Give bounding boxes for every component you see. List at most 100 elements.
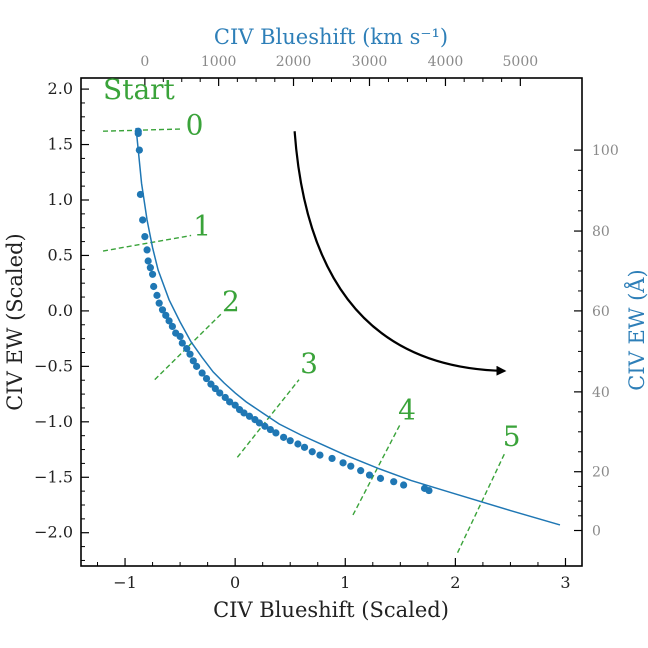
annotation-label: 2 [222, 285, 240, 318]
data-point [198, 369, 206, 377]
data-point [144, 257, 152, 265]
data-point [226, 398, 234, 406]
data-point [202, 374, 211, 383]
y-tick-label: 0.5 [48, 245, 73, 264]
annotation-label: 0 [186, 109, 204, 142]
data-point [357, 467, 365, 475]
direction-arrow [293, 131, 507, 376]
data-point [143, 246, 151, 254]
model-curve [135, 127, 561, 526]
data-point [155, 299, 163, 307]
top-tick-label: 0 [140, 54, 149, 70]
data-point [316, 451, 324, 459]
right-tick-label: 20 [592, 465, 610, 481]
annotation-line [102, 234, 192, 252]
data-point [261, 422, 269, 430]
right-y-axis-label: CIV EW (Å) [624, 269, 648, 390]
y-tick-label: 0.0 [48, 301, 73, 320]
data-point [376, 474, 385, 482]
y-tick-label: −1.5 [34, 467, 73, 486]
data-point [139, 216, 147, 224]
y-tick-label: −1.0 [34, 412, 73, 431]
arrow-path [293, 131, 507, 376]
top-tick-label: 4000 [428, 54, 464, 70]
data-point [294, 440, 302, 448]
data-point [211, 384, 219, 393]
data-point [216, 389, 224, 397]
y-axis-label: CIV EW (Scaled) [3, 233, 27, 410]
data-point [400, 481, 408, 489]
data-point [134, 129, 142, 138]
data-point [158, 306, 167, 314]
top-tick-label: 5000 [503, 54, 539, 70]
data-point [339, 459, 347, 467]
right-tick-label: 60 [592, 304, 610, 320]
annotation-label: 3 [300, 347, 318, 380]
data-point [308, 448, 316, 456]
data-point [272, 429, 280, 437]
data-point [328, 454, 336, 463]
annotation-line [236, 379, 300, 458]
data-point [189, 357, 197, 365]
x-tick-label: −1 [113, 573, 137, 592]
annotation-line [352, 423, 401, 516]
data-point [178, 339, 186, 347]
data-point [390, 478, 398, 486]
axis-ticks [81, 78, 582, 566]
x-tick-label: 3 [560, 573, 570, 592]
data-point [135, 146, 143, 154]
top-tick-label: 1000 [201, 54, 237, 70]
y-tick-label: −0.5 [34, 356, 73, 375]
annotation-lines: 0 1 2 3 4 5 [102, 109, 521, 553]
data-point [280, 433, 288, 441]
y-tick-label: −2.0 [34, 523, 73, 542]
data-point [207, 380, 215, 388]
data-point [193, 362, 201, 370]
top-tick-label: 3000 [352, 54, 388, 70]
right-tick-label: 100 [592, 143, 619, 159]
annotation-line [456, 452, 506, 553]
right-tick-label: 0 [592, 524, 601, 540]
data-point [162, 311, 170, 319]
x-tick-label: 1 [340, 573, 350, 592]
top-tick-label: 2000 [276, 54, 312, 70]
data-point [245, 412, 254, 420]
annotation-line [103, 128, 181, 132]
data-point [153, 291, 161, 299]
right-tick-label: 40 [592, 385, 610, 401]
data-point [176, 332, 184, 341]
tick-labels: −1 0 1 2 3−2.0−1.5−1.0−0.50.00.51.01.52.00 10… [34, 54, 619, 592]
data-point [240, 409, 248, 417]
data-point [165, 317, 173, 325]
x-axis-label: CIV Blueshift (Scaled) [213, 598, 449, 622]
top-x-axis-label: CIV Blueshift (km s⁻¹) [214, 25, 448, 49]
data-point [255, 419, 263, 427]
data-point [221, 393, 229, 402]
data-point [141, 233, 149, 241]
x-tick-label: 2 [450, 573, 460, 592]
y-tick-label: 1.0 [48, 190, 73, 209]
start-label: Start [103, 73, 176, 106]
data-point [168, 322, 176, 331]
data-point [286, 437, 294, 445]
data-point [365, 471, 374, 479]
annotation-label: 5 [503, 420, 521, 453]
plot-frame [80, 77, 583, 567]
data-point [150, 282, 158, 291]
data-point [148, 270, 157, 278]
data-point [425, 486, 433, 495]
y-tick-label: 2.0 [48, 79, 73, 98]
data-point [266, 425, 274, 434]
curve-line [135, 127, 561, 526]
annotation-label: 1 [193, 209, 211, 242]
x-tick-label: 0 [230, 573, 240, 592]
data-point [136, 190, 145, 199]
right-tick-label: 80 [592, 224, 610, 240]
data-point [146, 264, 154, 272]
data-point [183, 345, 191, 353]
data-point [347, 462, 355, 470]
data-point [186, 350, 194, 358]
annotation-label: 4 [398, 394, 416, 427]
data-point [231, 401, 239, 409]
